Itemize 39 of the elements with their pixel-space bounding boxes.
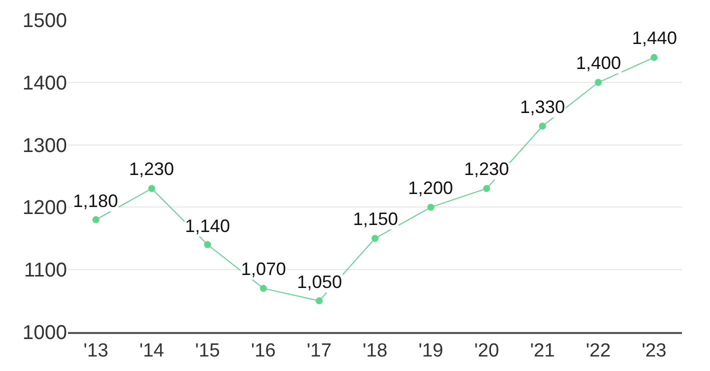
point (483, 184, 490, 192)
x-tick-label: '23 (642, 340, 666, 362)
text: 1,330 (520, 97, 566, 117)
point (92, 216, 100, 224)
y-tick-label: 1400 (22, 72, 67, 94)
text: 1,180 (73, 191, 118, 211)
point (650, 54, 658, 61)
x-tick-label: '14 (139, 340, 165, 362)
text: 1,400 (576, 53, 622, 73)
point (372, 234, 378, 242)
x-tick-label: '22 (586, 340, 611, 362)
y-tick-label: 1500 (22, 10, 67, 32)
text: 1,150 (353, 209, 398, 229)
point (148, 184, 156, 192)
x-tick-label: '16 (250, 340, 276, 362)
y-tick-label: 1100 (24, 260, 67, 282)
y-tick-label: 1300 (22, 134, 67, 157)
text: 1,440 (632, 28, 678, 48)
point (594, 78, 602, 86)
x-tick-label: '13 (84, 340, 108, 362)
x-tick-label: '15 (195, 340, 220, 362)
x-tick-label: '21 (530, 340, 555, 362)
text: 1,070 (241, 259, 286, 279)
text: 1,230 (129, 159, 174, 179)
x-tick-label: '19 (418, 340, 444, 362)
text: 1,230 (464, 159, 510, 179)
x-tick-label: '17 (306, 340, 332, 362)
x-tick-label: '20 (474, 340, 500, 362)
point (204, 241, 212, 248)
point (316, 297, 323, 304)
y-tick-label: 1000 (22, 322, 67, 344)
point (427, 204, 434, 211)
y-tick-label: 1200 (22, 197, 67, 220)
point (260, 284, 267, 292)
text: 1,200 (408, 178, 454, 198)
point (538, 122, 546, 130)
text: 1,140 (185, 216, 230, 236)
x-tick-label: '18 (362, 340, 388, 362)
text: 1,050 (297, 272, 342, 292)
